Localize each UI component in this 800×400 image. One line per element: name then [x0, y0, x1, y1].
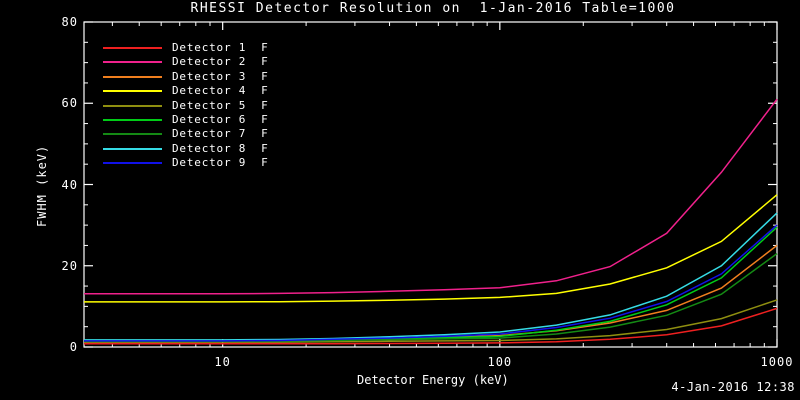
y-tick-label: 40: [61, 177, 78, 192]
legend-label: Detector 5 F: [172, 98, 269, 112]
x-tick-label: 1000: [760, 355, 794, 369]
legend-line-swatch: [103, 104, 162, 107]
legend-label: Detector 8 F: [172, 141, 269, 155]
legend-line-swatch: [103, 133, 162, 136]
y-tick-label: 80: [61, 15, 78, 29]
x-tick-label: 100: [487, 355, 513, 369]
legend-label: Detector 6 F: [172, 113, 269, 126]
legend-label: Detector 4 F: [172, 84, 269, 98]
curve-detector-9: [84, 224, 778, 342]
y-tick-label: 0: [69, 340, 78, 354]
legend-line-swatch: [103, 90, 162, 93]
legend-label: Detector 7 F: [172, 127, 269, 141]
y-axis-label: FWHM (keV): [35, 144, 49, 227]
x-axis-label: Detector Energy (keV): [357, 373, 509, 387]
timestamp: 4-Jan-2016 12:38: [671, 380, 795, 394]
legend-label: Detector 3 F: [172, 69, 269, 83]
legend-line-swatch: [103, 47, 162, 49]
legend-line-swatch: [103, 119, 162, 121]
y-tick-label: 60: [61, 96, 78, 111]
legend-label: Detector 1 F: [172, 41, 269, 54]
curve-detector-2: [84, 98, 778, 295]
legend-label: Detector 9 F: [172, 156, 269, 170]
legend-line-swatch: [103, 162, 162, 165]
curve-detector-1: [84, 307, 778, 345]
curve-detector-5: [84, 299, 778, 343]
curve-detector-4: [84, 194, 778, 303]
legend-line-swatch: [103, 147, 162, 150]
legend-line-swatch: [103, 75, 162, 78]
legend-label: Detector 2 F: [172, 55, 269, 69]
legend-line-swatch: [103, 61, 162, 64]
curve-detector-8: [84, 212, 778, 341]
y-tick-label: 20: [61, 258, 78, 273]
curve-detector-6: [84, 226, 778, 342]
x-tick-label: 10: [214, 355, 231, 369]
chart-title: RHESSI Detector Resolution on 1-Jan-2016…: [190, 1, 676, 16]
